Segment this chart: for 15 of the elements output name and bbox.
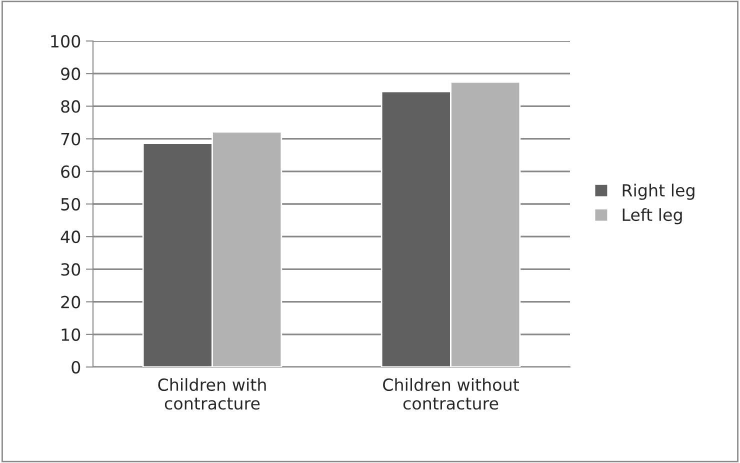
- y-tick-label: 100: [51, 34, 80, 48]
- y-tick-label: 40: [60, 230, 80, 244]
- y-tick-label: 60: [61, 165, 80, 178]
- x-tick-label: Children with contracture: [158, 378, 266, 410]
- y-tick-label: 70: [61, 132, 80, 146]
- legend-label: Right leg: [622, 184, 694, 200]
- y-tick-label: 20: [61, 296, 80, 308]
- y-tick-label: 90: [61, 68, 80, 80]
- y-tick-label: 80: [61, 100, 80, 113]
- x-tick-label: Children without contracture: [383, 378, 519, 410]
- y-tick-label: 0: [72, 360, 80, 374]
- legend-label: Left leg: [622, 208, 682, 224]
- y-tick-label: 30: [61, 263, 80, 276]
- y-tick-label: 50: [61, 198, 80, 211]
- y-tick-label: 10: [62, 328, 80, 341]
